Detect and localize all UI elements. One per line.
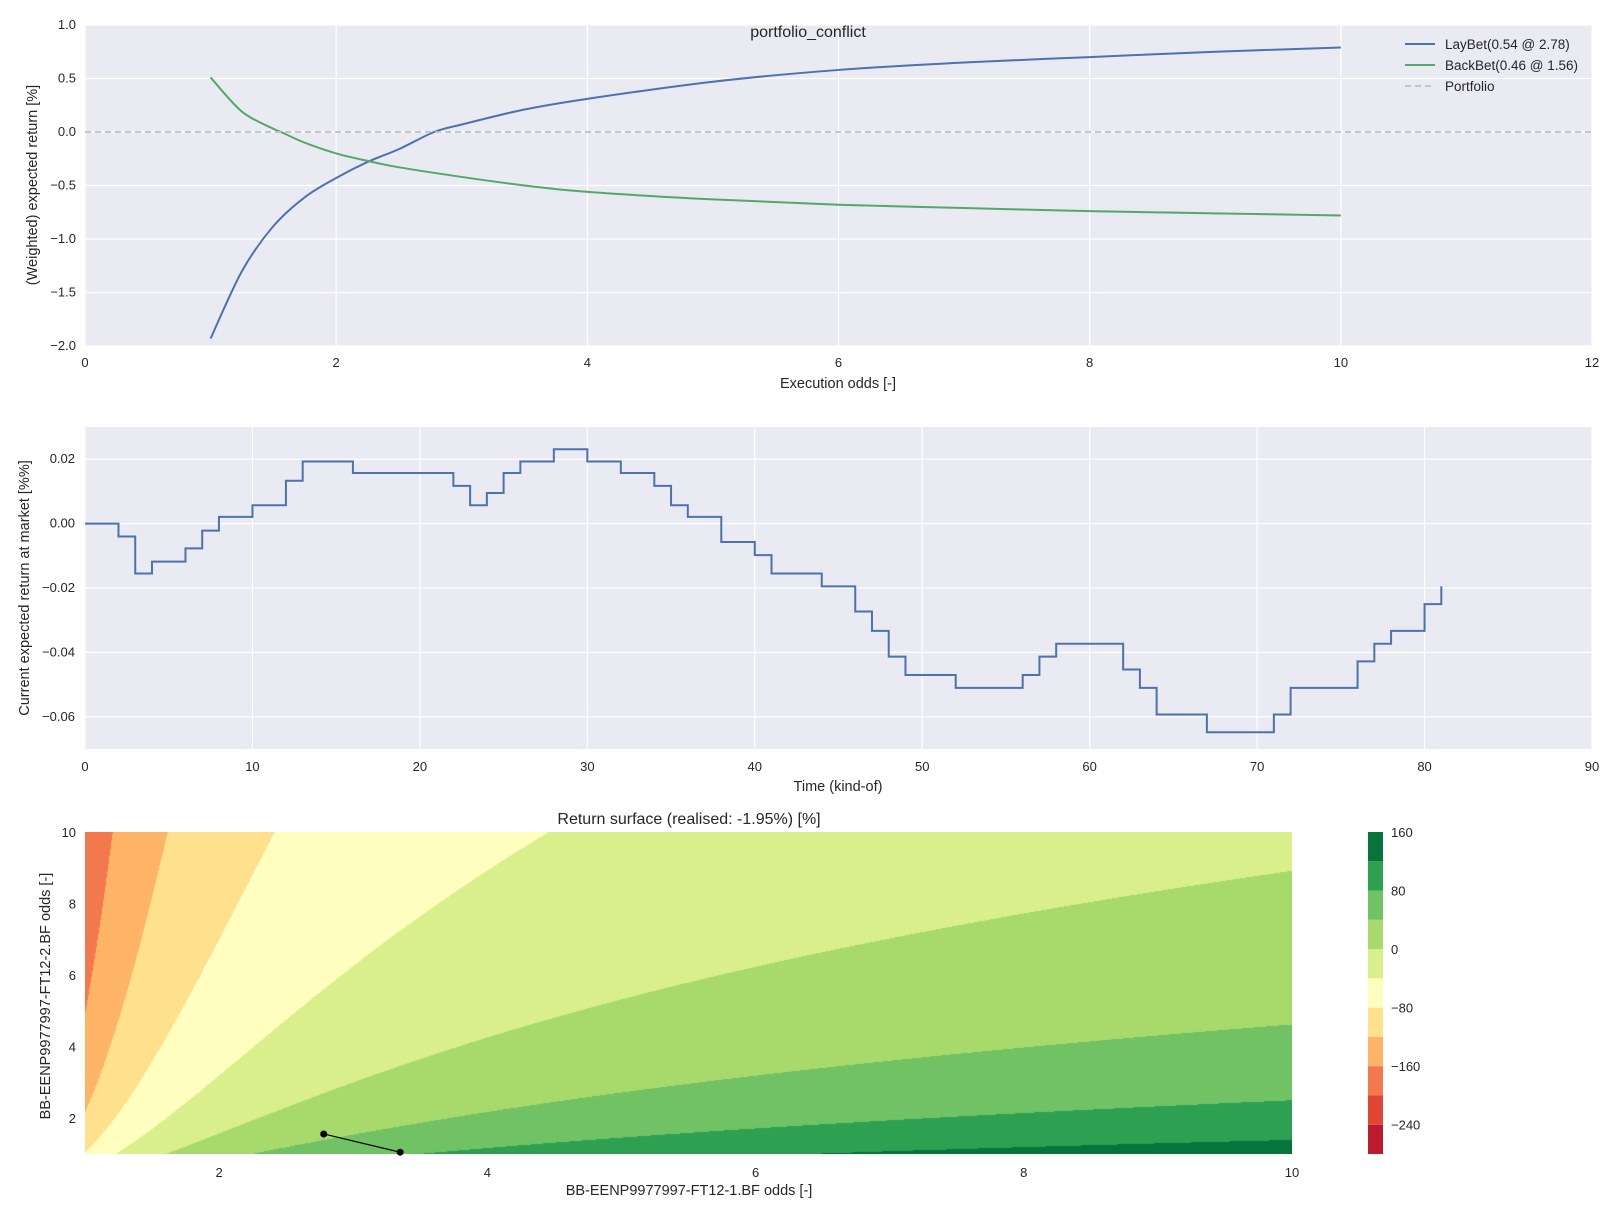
colorbar-band [1368,832,1383,862]
colorbar-band [1368,861,1383,891]
x-tick-label: 2 [215,1165,222,1180]
colorbar-band [1368,919,1383,950]
colorbar-tick-label: −240 [1391,1118,1420,1133]
colorbar-band [1368,1095,1383,1125]
legend: LayBet(0.54 @ 2.78) BackBet(0.46 @ 1.56) P… [1405,37,1578,94]
x-tick-label: 10 [1334,355,1348,370]
colorbar-tick-label: 160 [1391,825,1413,840]
panel-expected-return: 0 2 4 6 8 10 12 −2.0 −1.5 −1.0 −0.5 0.0 0.5 1.0 portf… [25,17,1599,392]
x-tick-label: 40 [748,759,762,774]
x-tick-label: 6 [835,355,842,370]
y-tick-label: 6 [69,968,76,983]
legend-label: LayBet(0.54 @ 2.78) [1445,37,1570,52]
x-tick-label: 10 [1285,1165,1299,1180]
y-tick-label: 4 [69,1040,76,1055]
path-line [323,1133,401,1153]
colorbar-band [1368,1007,1383,1037]
y-tick-label: −0.04 [42,644,75,659]
y-tick-label: 2 [69,1111,76,1126]
colorbar-band [1368,978,1383,1008]
x-tick-label: 4 [484,1165,491,1180]
series-lines [85,448,1443,734]
x-axis-label: Execution odds [-] [780,376,896,392]
x-tick-label: 80 [1417,759,1431,774]
x-tick-label: 12 [1585,355,1599,370]
colorbar: −240 −160 −80 0 80 160 [1368,825,1420,1154]
y-tick-label: 0.00 [50,516,75,531]
x-tick-label: 70 [1250,759,1264,774]
x-axis-label: Time (kind-of) [794,779,883,795]
y-tick-label: −2.0 [50,338,76,353]
x-tick-label: 20 [413,759,427,774]
x-tick-label: 0 [81,355,88,370]
x-tick-label: 4 [584,355,591,370]
series-line-market-return [85,448,1443,734]
x-tick-label: 90 [1585,759,1599,774]
colorbar-band [1368,1124,1383,1154]
colorbar-tick-label: 80 [1391,884,1405,899]
x-tick-label: 0 [81,759,88,774]
grid-lines [84,24,1593,347]
y-tick-label: −0.06 [42,709,75,724]
x-tick-label: 8 [1086,355,1093,370]
tick-labels: 2 4 6 8 10 2 4 6 8 10 [62,825,1300,1180]
colorbar-band [1368,949,1383,979]
panel-return-surface: 2 4 6 8 10 2 4 6 8 10 Return surface (realised: -… [38,811,1420,1199]
legend-label: BackBet(0.46 @ 1.56) [1445,58,1578,73]
y-axis-label: BB-EENP9977997-FT12-2.BF odds [-] [38,873,54,1120]
y-tick-label: 0.02 [50,451,75,466]
x-axis-label: BB-EENP9977997-FT12-1.BF odds [-] [566,1183,813,1199]
tick-labels: 0 2 4 6 8 10 12 −2.0 −1.5 −1.0 −0.5 0.0 0.5 1.0 [50,17,1599,370]
x-tick-label: 10 [245,759,259,774]
y-tick-label: 10 [62,825,76,840]
chart-title: Return surface (realised: -1.95%) [%] [557,811,820,828]
x-tick-label: 50 [915,759,929,774]
y-tick-label: −0.02 [42,580,75,595]
colorbar-band [1368,1066,1383,1096]
y-tick-label: −1.0 [50,231,76,246]
path-end-point [396,1148,404,1156]
y-tick-label: −1.5 [50,285,76,300]
contour-bands [85,832,1292,1154]
series-lines [85,46,1592,339]
y-tick-label: −0.5 [50,178,76,193]
y-tick-label: 0.0 [58,124,76,139]
x-tick-label: 30 [580,759,594,774]
series-line-laybet-0-54-2-78- [209,46,1341,339]
colorbar-tick-label: −160 [1391,1059,1420,1074]
y-axis-label: (Weighted) expected return [%] [25,85,41,285]
contour-surface [85,832,1292,1154]
odds-path [320,1130,404,1156]
path-start-point [320,1130,328,1138]
y-tick-label: 1.0 [58,17,76,32]
grid-lines [84,427,1593,749]
colorbar-tick-label: 0 [1391,942,1398,957]
chart-title: portfolio_conflict [750,24,866,41]
colorbar-band [1368,890,1383,920]
x-tick-label: 60 [1082,759,1096,774]
y-tick-label: 0.5 [58,71,76,86]
colorbar-band [1368,1036,1383,1067]
colorbar-tick-label: −80 [1391,1001,1413,1016]
x-tick-label: 8 [1020,1165,1027,1180]
tick-labels: 0 10 20 30 40 50 60 70 80 90 −0.06 −0.04 −0.02 0.00 0.… [42,451,1599,774]
legend-label: Portfolio [1445,79,1495,94]
y-axis-label: Current expected return at market [%%] [17,460,33,715]
x-tick-label: 6 [752,1165,759,1180]
y-tick-label: 8 [69,897,76,912]
x-tick-label: 2 [333,355,340,370]
panel-market-return: 0 10 20 30 40 50 60 70 80 90 −0.06 −0.04 −0.02 0.00 0.… [17,427,1599,795]
